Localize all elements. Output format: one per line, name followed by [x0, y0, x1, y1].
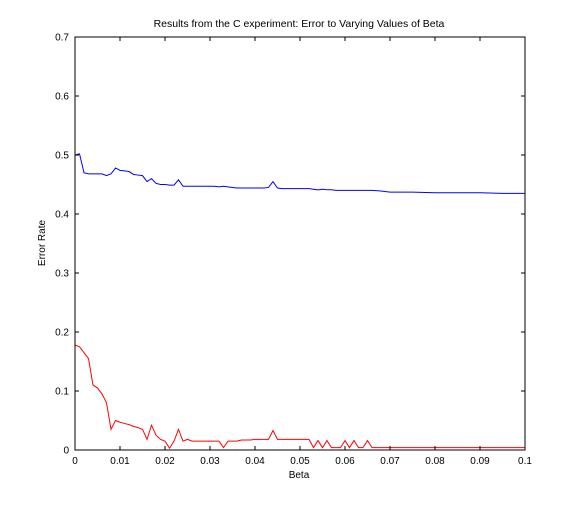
series-line-1 — [74, 153, 525, 194]
x-axis-label: Beta — [289, 470, 310, 481]
x-tick-label: 0.1 — [518, 456, 532, 467]
x-tick-label: 0.07 — [380, 456, 400, 467]
x-tick-label: 0.09 — [470, 456, 490, 467]
x-tick-label: 0.02 — [155, 456, 175, 467]
y-axis-label: Error Rate — [37, 220, 48, 267]
y-tick-label: 0.5 — [55, 151, 69, 162]
series-line-2 — [74, 344, 525, 450]
x-tick-label: 0.06 — [335, 456, 355, 467]
x-tick-label: 0.04 — [245, 456, 265, 467]
series-layer — [74, 153, 525, 450]
x-tick-label: 0.03 — [200, 456, 220, 467]
y-tick-label: 0.4 — [55, 210, 69, 221]
x-tick-label: 0 — [72, 456, 78, 467]
x-tick-label: 0.01 — [110, 456, 130, 467]
y-tick-label: 0.7 — [55, 33, 69, 44]
y-tick-label: 0.6 — [55, 92, 69, 103]
x-tick-label: 0.05 — [290, 456, 310, 467]
y-tick-label: 0.1 — [55, 387, 69, 398]
x-tick-label: 0.08 — [425, 456, 445, 467]
y-axis-ticks: 0 0.1 0.2 0.3 0.4 0.5 0.6 0.7 — [55, 33, 525, 457]
y-tick-label: 0.3 — [55, 269, 69, 280]
x-axis-ticks: 0 0.01 0.02 0.03 0.04 0.05 0.06 0.07 0.08 0.09 0.1 — [72, 37, 532, 467]
y-tick-label: 0 — [63, 446, 69, 457]
y-tick-label: 0.2 — [55, 328, 69, 339]
chart-title: Results from the C experiment: Error to … — [154, 18, 445, 30]
